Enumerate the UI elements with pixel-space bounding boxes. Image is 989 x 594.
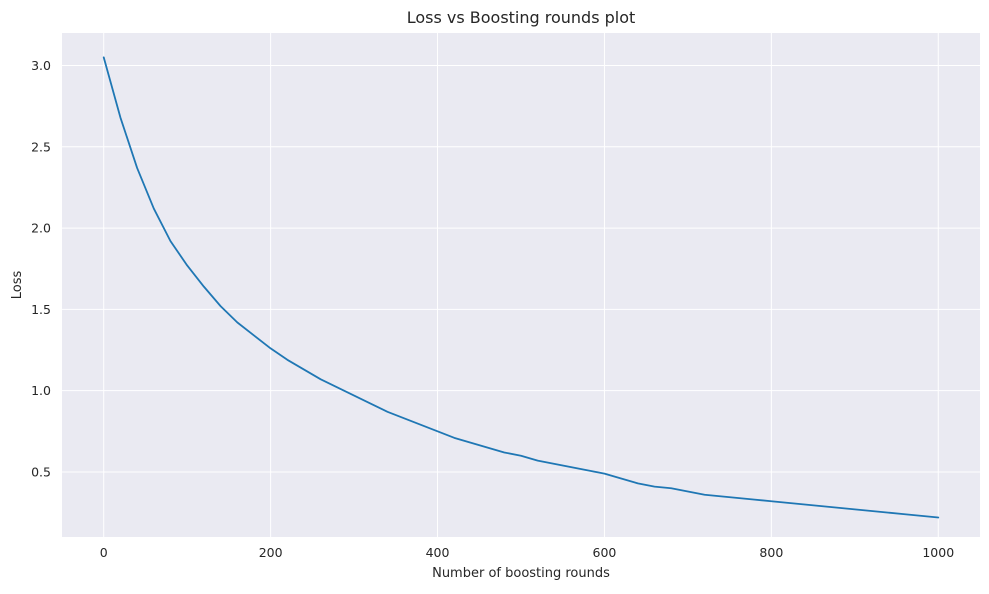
y-tick-label: 1.5 — [31, 302, 51, 317]
y-tick-label: 1.0 — [31, 383, 51, 398]
grid-lines — [62, 33, 980, 537]
series-layer — [102, 56, 940, 519]
y-tick-label: 2.5 — [31, 139, 51, 154]
y-tick-label: 2.0 — [31, 221, 51, 236]
y-axis-label: Loss — [10, 271, 25, 300]
y-tick-label: 3.0 — [31, 58, 51, 73]
y-tick-label: 0.5 — [31, 464, 51, 479]
chart-title: Loss vs Boosting rounds plot — [407, 8, 636, 27]
x-axis-label: Number of boosting rounds — [432, 566, 610, 581]
x-tick-label: 600 — [593, 545, 617, 560]
tick-labels: 0 200 400 600 800 1000 0.5 1.0 1.5 2.0 2.5 3.0 — [31, 58, 954, 560]
x-tick-label: 400 — [426, 545, 450, 560]
x-tick-label: 1000 — [922, 545, 954, 560]
x-tick-label: 0 — [100, 545, 108, 560]
loss-series-line — [102, 56, 940, 519]
x-tick-label: 200 — [259, 545, 283, 560]
x-tick-label: 800 — [759, 545, 783, 560]
plot-area — [62, 33, 980, 537]
